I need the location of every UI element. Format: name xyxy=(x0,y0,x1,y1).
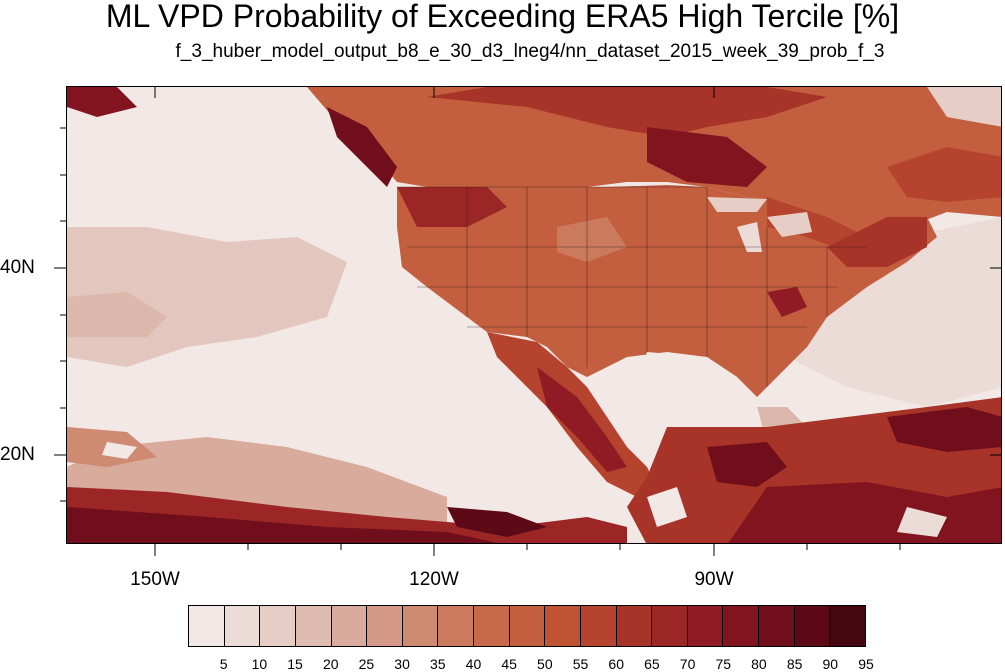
colorbar-swatch xyxy=(331,606,368,646)
colorbar-swatch xyxy=(474,606,510,646)
colorbar-label: 75 xyxy=(715,656,732,672)
colorbar-label: 55 xyxy=(572,656,589,672)
probability-map xyxy=(67,87,1001,543)
lon-label-150w: 150W xyxy=(130,569,180,590)
colorbar-swatch xyxy=(652,606,688,646)
colorbar-swatch xyxy=(616,606,653,646)
page-subtitle: f_3_huber_model_output_b8_e_30_d3_lneg4/… xyxy=(175,41,885,62)
colorbar-swatch xyxy=(830,606,865,646)
colorbar-label: 20 xyxy=(322,656,339,672)
colorbar-label: 45 xyxy=(501,656,517,672)
colorbar xyxy=(188,605,866,647)
colorbar-label: 60 xyxy=(608,656,624,672)
colorbar-swatch xyxy=(295,606,332,646)
colorbar-swatch xyxy=(545,606,581,646)
colorbar-label: 50 xyxy=(537,656,553,672)
colorbar-swatch xyxy=(723,606,759,646)
colorbar-label: 15 xyxy=(287,656,303,672)
colorbar-swatch xyxy=(438,606,474,646)
lon-label-90w: 90W xyxy=(694,569,734,590)
lat-label-40n: 40N xyxy=(0,257,35,278)
colorbar-label: 5 xyxy=(219,656,228,672)
colorbar-swatch xyxy=(759,606,795,646)
colorbar-label: 65 xyxy=(644,656,660,672)
colorbar-label: 70 xyxy=(679,656,696,672)
colorbar-label: 40 xyxy=(465,656,482,672)
colorbar-swatch xyxy=(687,606,724,646)
colorbar-label: 10 xyxy=(251,656,268,672)
lat-label-20n: 20N xyxy=(0,444,35,465)
colorbar-swatch xyxy=(580,606,617,646)
map-panel xyxy=(66,86,1002,544)
colorbar-swatch xyxy=(224,606,261,646)
colorbar-swatch xyxy=(794,606,831,646)
lon-label-120w: 120W xyxy=(409,569,459,590)
colorbar-label: 80 xyxy=(751,656,767,672)
colorbar-swatch xyxy=(402,606,439,646)
colorbar-label: 35 xyxy=(429,656,446,672)
colorbar-label: 90 xyxy=(822,656,839,672)
colorbar-label: 85 xyxy=(786,656,803,672)
colorbar-label: 95 xyxy=(858,656,874,672)
colorbar-swatch xyxy=(367,606,403,646)
colorbar-swatch xyxy=(260,606,296,646)
colorbar-label: 25 xyxy=(358,656,375,672)
colorbar-swatch xyxy=(509,606,546,646)
colorbar-label: 30 xyxy=(394,656,410,672)
page-title: ML VPD Probability of Exceeding ERA5 Hig… xyxy=(105,0,900,34)
colorbar-swatch xyxy=(189,606,225,646)
